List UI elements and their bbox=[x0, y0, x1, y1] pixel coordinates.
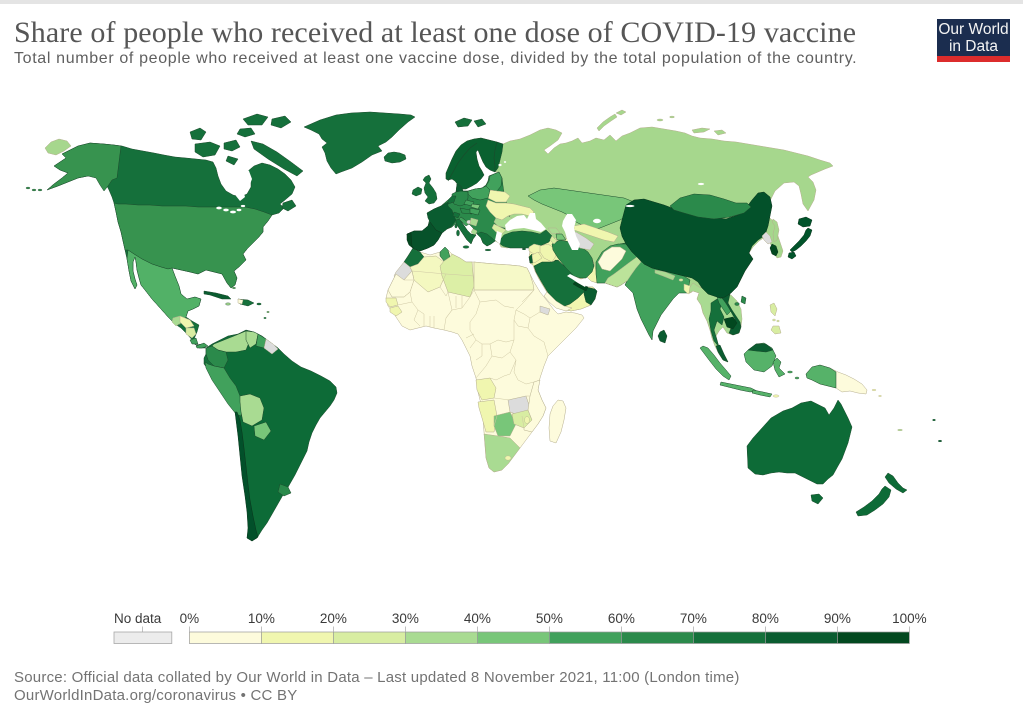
svg-text:60%: 60% bbox=[608, 611, 635, 626]
svg-text:70%: 70% bbox=[680, 611, 707, 626]
svg-text:80%: 80% bbox=[752, 611, 779, 626]
svg-text:50%: 50% bbox=[536, 611, 563, 626]
svg-text:10%: 10% bbox=[248, 611, 275, 626]
svg-text:40%: 40% bbox=[464, 611, 491, 626]
svg-text:100%: 100% bbox=[892, 611, 927, 626]
svg-text:No data: No data bbox=[114, 611, 162, 626]
svg-text:0%: 0% bbox=[180, 611, 200, 626]
svg-text:90%: 90% bbox=[824, 611, 851, 626]
svg-text:30%: 30% bbox=[392, 611, 419, 626]
svg-text:20%: 20% bbox=[320, 611, 347, 626]
